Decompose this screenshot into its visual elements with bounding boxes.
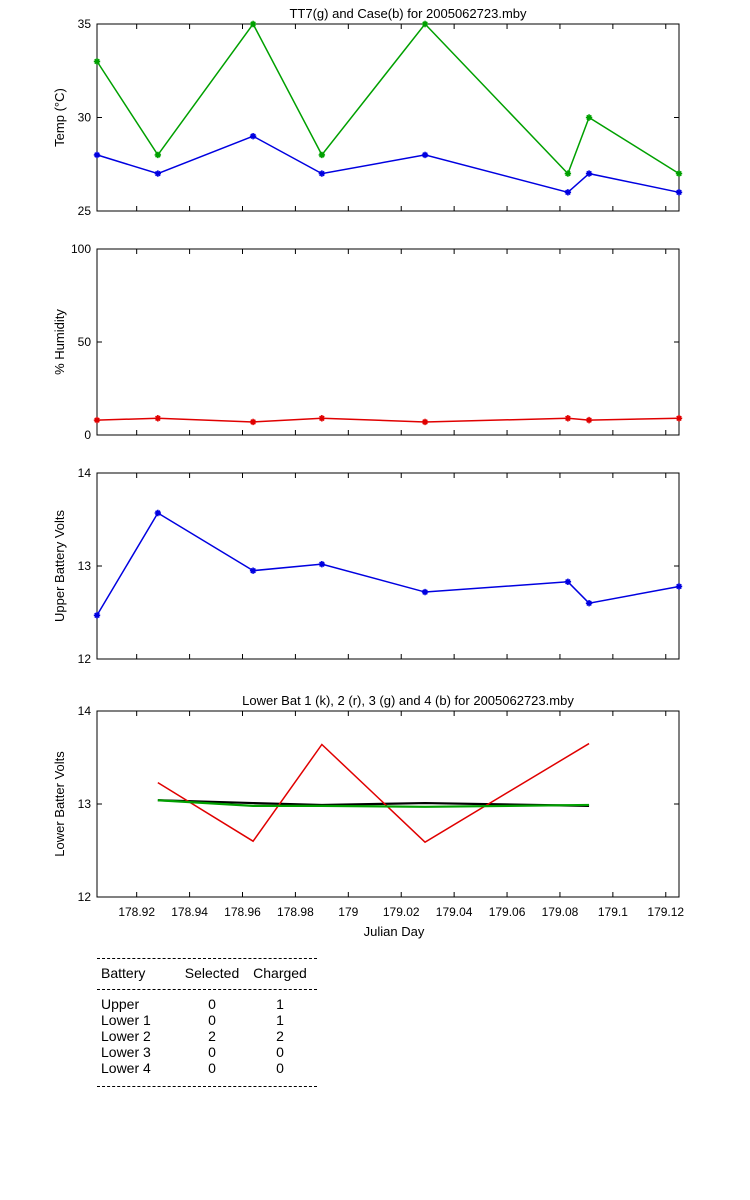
data-point	[564, 578, 572, 586]
data-point	[675, 189, 683, 196]
data-point	[93, 151, 101, 159]
x-tick-label: 178.92	[118, 905, 155, 919]
cell-selected: 0	[208, 996, 216, 1012]
data-point	[318, 170, 326, 177]
data-point	[421, 588, 429, 596]
y-tick-label: 12	[78, 652, 92, 666]
data-point	[564, 415, 572, 422]
y-axis-label: Upper Battery Volts	[52, 510, 67, 622]
data-point	[93, 58, 101, 65]
data-point	[154, 151, 162, 159]
series-line-3-1	[96, 511, 680, 616]
header-selected: Selected	[184, 965, 240, 981]
table-row: Lower 1 0 1	[97, 1012, 317, 1028]
cell-charged: 1	[276, 1012, 284, 1028]
table-row: Lower 4 0 0	[97, 1060, 317, 1076]
chart-title: TT7(g) and Case(b) for 2005062723.mby	[289, 6, 527, 21]
table-bottom-rule	[97, 1086, 317, 1087]
data-point	[585, 170, 593, 177]
battery-status-table: Battery Selected Charged Upper 0 1 Lower…	[97, 958, 317, 1087]
x-tick-label: 178.96	[224, 905, 261, 919]
cell-selected: 2	[208, 1028, 216, 1044]
table-top-rule	[97, 958, 317, 959]
data-point	[93, 416, 101, 424]
y-tick-label: 14	[78, 704, 92, 718]
cell-selected: 0	[208, 1012, 216, 1028]
chart-title: Lower Bat 1 (k), 2 (r), 3 (g) and 4 (b) …	[242, 693, 574, 708]
x-tick-label: 179.12	[647, 905, 684, 919]
plot-frame-3	[96, 472, 680, 660]
y-tick-label: 0	[84, 428, 91, 442]
data-point	[675, 415, 683, 422]
data-point	[564, 189, 572, 196]
x-tick-label: 179.08	[542, 905, 579, 919]
table-header-rule	[97, 989, 317, 990]
y-tick-label: 12	[78, 890, 92, 904]
y-tick-label: 13	[78, 559, 92, 573]
plot-frame-2	[96, 248, 680, 436]
cell-battery: Lower 2	[101, 1028, 151, 1044]
table-row: Upper 0 1	[97, 996, 317, 1012]
header-charged: Charged	[253, 965, 307, 981]
data-point	[585, 416, 593, 424]
y-tick-label: 100	[71, 242, 91, 256]
y-tick-label: 14	[78, 466, 92, 480]
data-point	[154, 415, 162, 422]
cell-battery: Lower 3	[101, 1044, 151, 1060]
x-tick-label: 178.98	[277, 905, 314, 919]
x-tick-label: 178.94	[171, 905, 208, 919]
cell-selected: 0	[208, 1044, 216, 1060]
y-tick-label: 50	[78, 335, 92, 349]
data-point	[421, 20, 429, 28]
cell-charged: 0	[276, 1060, 284, 1076]
cell-charged: 1	[276, 996, 284, 1012]
series-line-1-1	[96, 22, 680, 175]
data-point	[249, 567, 257, 574]
data-point	[318, 415, 326, 422]
series-line-4-3	[157, 799, 590, 808]
y-tick-label: 30	[78, 111, 92, 125]
cell-charged: 0	[276, 1044, 284, 1060]
x-tick-label: 179.1	[598, 905, 628, 919]
data-point	[249, 20, 257, 28]
data-point	[154, 509, 162, 517]
y-tick-label: 25	[78, 204, 92, 218]
x-tick-label: 179	[338, 905, 358, 919]
data-point	[249, 418, 257, 426]
y-axis-label: Lower Batter Volts	[52, 751, 67, 857]
data-point	[318, 560, 326, 568]
data-point	[154, 170, 162, 177]
data-point	[675, 170, 683, 177]
series-line-2-1	[96, 417, 680, 423]
x-tick-label: 179.04	[436, 905, 473, 919]
table-row: Lower 3 0 0	[97, 1044, 317, 1060]
x-axis-label: Julian Day	[364, 924, 425, 939]
chart-canvas: 25 30 35 TT7(g) and Case(b) for 2005062723.…	[52, 6, 684, 939]
series-line-1-2	[96, 135, 680, 194]
data-point	[585, 114, 593, 121]
y-axis-label: % Humidity	[52, 309, 67, 375]
cell-battery: Lower 1	[101, 1012, 151, 1028]
y-axis-label: Temp (°C)	[52, 88, 67, 147]
y-tick-label: 13	[78, 797, 92, 811]
table-row: Lower 2 2 2	[97, 1028, 317, 1044]
data-point	[564, 170, 572, 177]
data-point	[249, 133, 257, 140]
header-battery: Battery	[101, 965, 146, 981]
y-tick-label: 35	[78, 17, 92, 31]
x-tick-label: 179.02	[383, 905, 420, 919]
data-point	[421, 418, 429, 426]
series-line-4-2	[157, 742, 590, 844]
data-point	[421, 151, 429, 159]
cell-battery: Lower 4	[101, 1060, 151, 1076]
cell-selected: 0	[208, 1060, 216, 1076]
table-header-row: Battery Selected Charged	[97, 965, 317, 981]
cell-charged: 2	[276, 1028, 284, 1044]
data-point	[675, 583, 683, 590]
data-point	[318, 151, 326, 159]
data-point	[93, 612, 101, 619]
cell-battery: Upper	[101, 996, 140, 1012]
data-point	[585, 600, 593, 607]
x-tick-label: 179.06	[489, 905, 526, 919]
